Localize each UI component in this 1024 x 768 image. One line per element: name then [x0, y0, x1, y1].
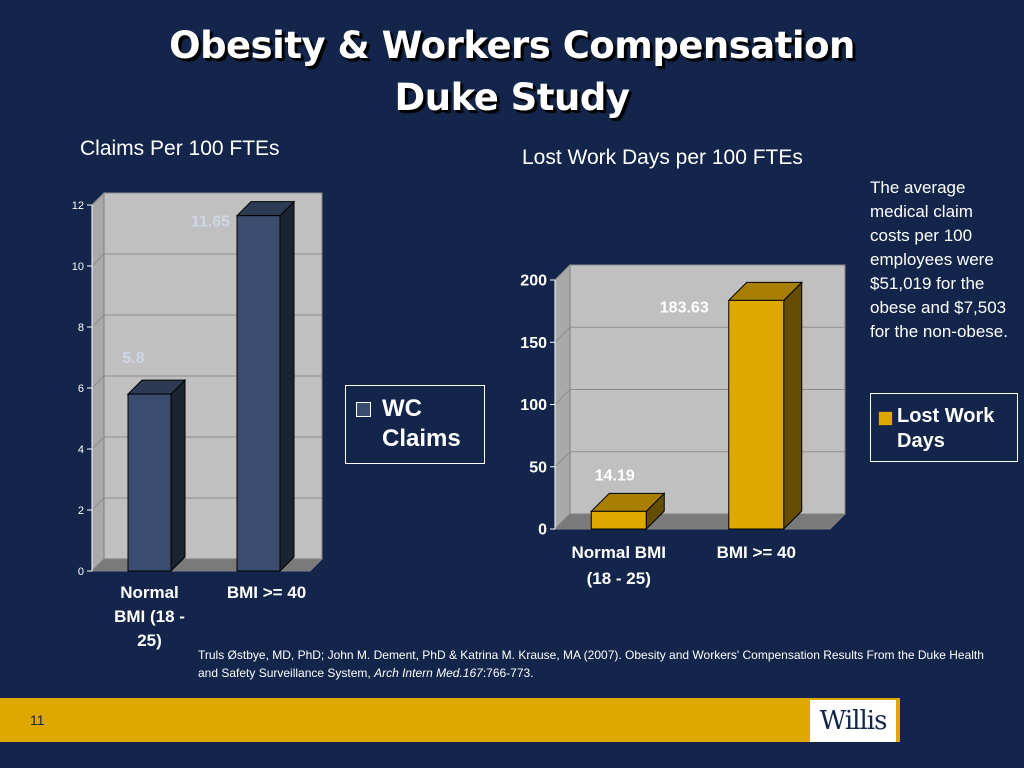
- lost-days-chart: 0 50 100 150 200 14.19 Normal BMI (18 - 25) 183.…: [520, 263, 847, 588]
- y-tick-label: 100: [520, 397, 547, 414]
- data-label: 183.63: [660, 299, 709, 316]
- y-tick-label: 150: [520, 335, 547, 352]
- legend-label-lost-work-days: Lost Work Days: [897, 405, 995, 452]
- bar: [236, 215, 281, 572]
- data-label: 5.8: [122, 350, 144, 367]
- page-number: 11: [30, 712, 45, 728]
- y-tick-label: 200: [520, 273, 547, 290]
- bar-side: [279, 200, 295, 573]
- slide-title-line-1: Obesity & Workers Compensation: [169, 24, 855, 67]
- x-category-label: BMI >= 40: [227, 583, 306, 602]
- y-tick-label: 8: [78, 322, 84, 334]
- slide-title-line-2: Duke Study: [394, 76, 630, 119]
- x-category-label: Normal: [120, 583, 179, 602]
- citation-text: Truls Østbye, MD, PhD; John M. Dement, P…: [198, 648, 984, 680]
- bar-side: [783, 281, 803, 531]
- x-category-label: 25): [137, 631, 162, 650]
- bar: [127, 393, 172, 572]
- legend-swatch-lost-work-days: [878, 411, 893, 426]
- citation-journal: Arch Intern Med.167: [374, 666, 483, 680]
- y-tick-label: 50: [529, 459, 547, 476]
- y-tick-label: 6: [78, 383, 84, 395]
- gridline: [554, 264, 845, 281]
- citation: Truls Østbye, MD, PhD; John M. Dement, P…: [198, 646, 998, 682]
- willis-logo: Willis: [810, 700, 896, 742]
- x-category-label: (18 - 25): [587, 569, 651, 588]
- bar-side: [170, 378, 186, 573]
- legend-swatch-wc-claims: [356, 402, 371, 417]
- lost-days-chart-title: Lost Work Days per 100 FTEs: [522, 146, 803, 169]
- y-tick-label: 2: [78, 505, 84, 517]
- claim-cost-note: The average medical claim costs per 100 …: [870, 178, 1008, 341]
- willis-logo-text: Willis: [819, 706, 888, 736]
- data-label: 11.65: [191, 214, 230, 231]
- bar: [728, 299, 785, 530]
- data-label: 14.19: [595, 467, 635, 484]
- claims-chart-legend: WC Claims: [345, 385, 485, 464]
- y-tick-label: 10: [72, 261, 84, 273]
- y-tick-label: 12: [72, 200, 84, 212]
- citation-pages: :766-773.: [482, 666, 534, 680]
- footer-bar: [0, 698, 900, 742]
- claims-chart: 0 2 4 6 8 10 12 5.8 Normal BMI (18 - 25) 11.65 BMI >…: [72, 191, 324, 650]
- gridline: [91, 192, 322, 206]
- y-tick-label: 4: [78, 444, 84, 456]
- y-tick-label: 0: [78, 566, 84, 578]
- y-tick-label: 0: [538, 522, 547, 539]
- bar: [590, 510, 647, 530]
- x-category-label: BMI >= 40: [717, 543, 796, 562]
- x-category-label: BMI (18 -: [114, 607, 185, 626]
- claims-chart-title: Claims Per 100 FTEs: [80, 137, 280, 160]
- lost-days-chart-legend: Lost Work Days: [870, 393, 1018, 462]
- legend-label-wc-claims: WC Claims: [382, 395, 461, 452]
- x-category-label: Normal BMI: [572, 543, 666, 562]
